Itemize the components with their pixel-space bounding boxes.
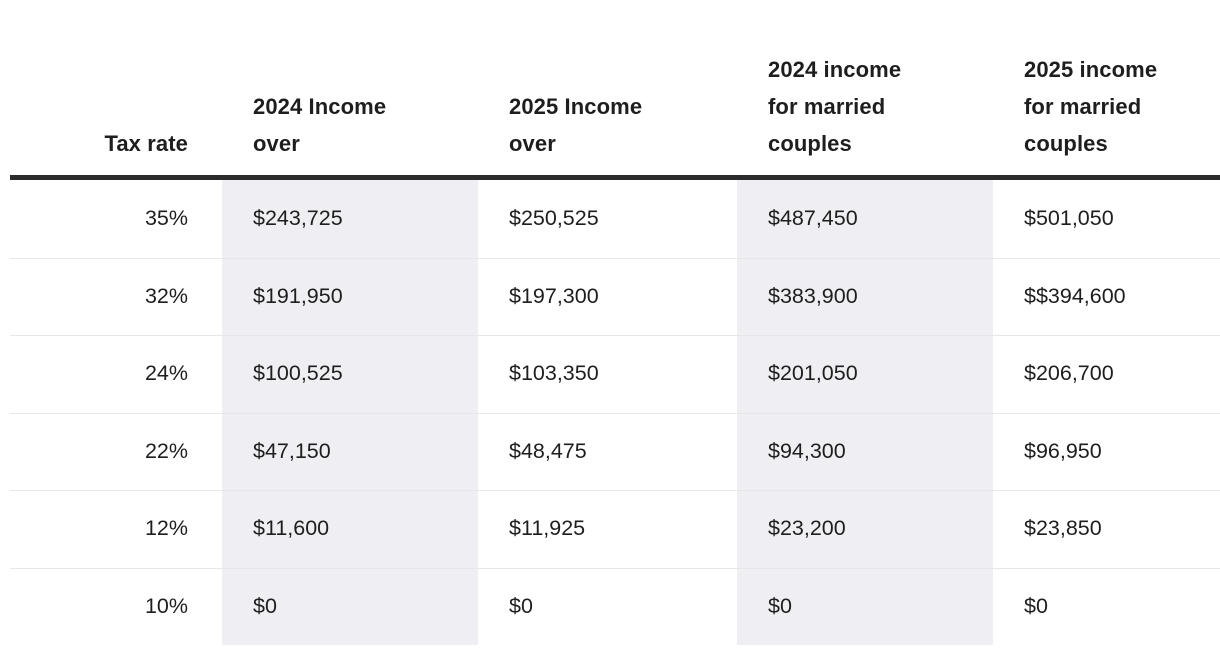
cell-2024-income-over: $47,150 — [222, 412, 478, 490]
column-header-label: 2024 Income over — [253, 94, 387, 156]
cell-tax-rate: 12% — [144, 516, 188, 541]
cell-2025-income-married: $206,700 — [1024, 361, 1114, 386]
cell-2024-income-married: $487,450 — [737, 180, 993, 258]
cell-2024-income-married: $0 — [737, 567, 993, 645]
cell-2025-income-married: $96,950 — [1024, 438, 1102, 463]
cell-2025-income-over: $197,300 — [509, 283, 599, 308]
cell-tax-rate: 10% — [144, 593, 188, 618]
table-row: 10% $0 $0 $0 $0 — [0, 567, 1220, 645]
table-body: 35% $243,725 $250,525 $487,450 $501,050 … — [0, 180, 1220, 645]
cell-tax-rate: 22% — [144, 438, 188, 463]
table-row: 32% $191,950 $197,300 $383,900 $$394,600 — [0, 257, 1220, 335]
cell-2025-income-married: $$394,600 — [1024, 283, 1126, 308]
table-header-row: Tax rate 2024 Income over 2025 Income ov… — [0, 0, 1220, 175]
cell-2024-income-over: $243,725 — [222, 180, 478, 258]
cell-2025-income-over: $48,475 — [509, 438, 587, 463]
column-header-label: 2025 income for married couples — [1024, 57, 1158, 156]
cell-2025-income-married: $23,850 — [1024, 516, 1102, 541]
cell-tax-rate: 24% — [144, 361, 188, 386]
cell-2024-income-over: $191,950 — [222, 257, 478, 335]
column-header-2024-income-over: 2024 Income over — [222, 88, 478, 175]
cell-2025-income-married: $501,050 — [1024, 206, 1114, 231]
table-row: 22% $47,150 $48,475 $94,300 $96,950 — [0, 412, 1220, 490]
column-header-2025-income-over: 2025 Income over — [478, 88, 737, 175]
cell-2025-income-over: $11,925 — [509, 516, 586, 541]
cell-2025-income-over: $0 — [509, 593, 533, 618]
column-header-tax-rate: Tax rate — [0, 125, 222, 175]
cell-2024-income-married: $201,050 — [737, 335, 993, 413]
cell-2024-income-married: $94,300 — [737, 412, 993, 490]
column-header-2024-income-married: 2024 income for married couples — [737, 51, 993, 175]
cell-2025-income-married: $0 — [1024, 593, 1048, 618]
header-divider-rule — [10, 175, 1220, 180]
cell-2024-income-over: $11,600 — [222, 490, 478, 568]
cell-2025-income-over: $250,525 — [509, 206, 599, 231]
cell-tax-rate: 35% — [144, 206, 188, 231]
cell-2024-income-married: $23,200 — [737, 490, 993, 568]
cell-2024-income-over: $100,525 — [222, 335, 478, 413]
cell-2024-income-married: $383,900 — [737, 257, 993, 335]
cell-2025-income-over: $103,350 — [509, 361, 599, 386]
column-header-label: 2024 income for married couples — [768, 57, 902, 156]
column-header-2025-income-married: 2025 income for married couples — [993, 51, 1220, 175]
column-header-label: 2025 Income over — [509, 94, 643, 156]
cell-2024-income-over: $0 — [222, 567, 478, 645]
table-row: 12% $11,600 $11,925 $23,200 $23,850 — [0, 490, 1220, 568]
table-row: 35% $243,725 $250,525 $487,450 $501,050 — [0, 180, 1220, 258]
cell-tax-rate: 32% — [144, 283, 188, 308]
table-row: 24% $100,525 $103,350 $201,050 $206,700 — [0, 335, 1220, 413]
column-header-label: Tax rate — [104, 131, 188, 156]
